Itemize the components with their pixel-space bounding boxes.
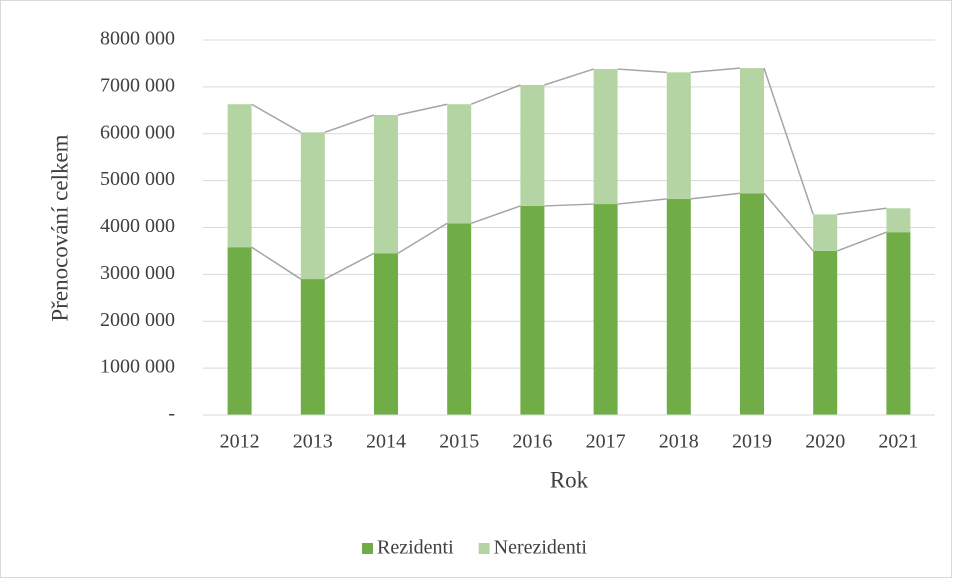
x-tick-label: 2014	[366, 431, 406, 453]
y-tick-label: -	[168, 403, 175, 425]
y-tick-label: 6000 000	[100, 121, 175, 143]
bar-segment	[520, 85, 545, 206]
x-tick-label: 2013	[293, 431, 333, 453]
bar-segment	[300, 279, 325, 415]
series-line	[763, 192, 814, 252]
bar-segment	[593, 69, 618, 205]
bar-segment	[447, 223, 472, 415]
series-line	[470, 84, 521, 105]
bar-segment	[740, 68, 764, 194]
y-tick-label: 7000 000	[100, 74, 175, 96]
series-line	[544, 203, 594, 207]
series-line	[617, 68, 667, 74]
bar-segment	[813, 214, 838, 251]
series-line	[690, 67, 741, 74]
x-axis-title: Rok	[550, 467, 589, 492]
x-tick-label: 2016	[512, 431, 552, 453]
bar-segment	[886, 232, 911, 415]
bar-segment	[447, 104, 472, 224]
x-tick-label: 2015	[439, 431, 479, 453]
y-tick-label: 1000 000	[100, 356, 175, 378]
bar-segment	[374, 253, 398, 415]
x-tick-label: 2012	[220, 431, 260, 453]
y-tick-label: 5000 000	[100, 168, 175, 190]
legend-swatch	[362, 543, 373, 554]
bar-segment	[300, 132, 325, 280]
bar-segment	[227, 247, 252, 415]
bar-segment	[593, 204, 618, 415]
series-line	[251, 246, 302, 280]
legend-label: Rezidenti	[377, 537, 454, 559]
y-axis-title: Přenocování celkem	[47, 134, 72, 321]
bar-segment	[813, 250, 838, 415]
y-tick-label: 8000 000	[100, 28, 175, 50]
x-tick-label: 2017	[586, 431, 626, 453]
series-line	[324, 252, 375, 280]
legend-swatch	[478, 543, 490, 554]
y-tick-label: 4000 000	[100, 215, 175, 237]
series-line	[690, 192, 741, 200]
x-tick-label: 2020	[805, 431, 845, 453]
series-line	[397, 103, 448, 116]
x-tick-label: 2019	[732, 431, 772, 453]
series-line	[836, 231, 887, 252]
x-tick-label: 2021	[878, 431, 918, 453]
legend-label: Nerezidenti	[494, 537, 588, 559]
series-line	[251, 103, 302, 133]
bar-segment	[227, 104, 252, 248]
bar-segment	[886, 208, 911, 233]
series-line	[470, 205, 521, 224]
series-line	[837, 207, 887, 216]
bar-segment	[740, 193, 764, 415]
series-line	[397, 222, 448, 254]
y-tick-label: 3000 000	[100, 262, 175, 284]
series-line	[544, 68, 594, 86]
series-line	[763, 67, 814, 215]
bar-segment	[666, 198, 691, 415]
x-tick-label: 2018	[659, 431, 699, 453]
bar-segment	[374, 115, 398, 254]
series-line	[617, 198, 667, 205]
bar-segment	[666, 72, 691, 199]
y-tick-label: 2000 000	[100, 309, 175, 331]
series-line	[324, 114, 375, 134]
bar-segment	[520, 205, 545, 415]
